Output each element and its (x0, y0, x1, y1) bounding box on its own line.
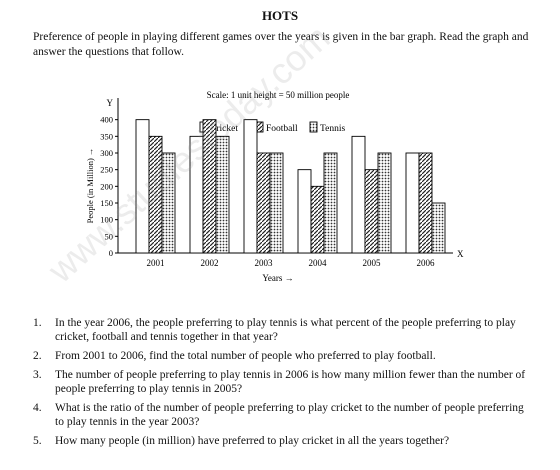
y-tick-label: 100 (100, 215, 113, 225)
y-axis-label: People (in Million) → (85, 148, 95, 224)
chart-title: Scale: 1 unit height = 50 million people (207, 90, 350, 100)
bar-chart-svg: Scale: 1 unit height = 50 million people… (85, 90, 464, 283)
y-tick-label: 0 (109, 248, 113, 258)
bar-cricket-2001 (135, 119, 150, 254)
bar-football-2001 (148, 135, 163, 254)
x-tick-label: 2004 (309, 258, 328, 268)
question-item: 2. From 2001 to 2006, find the total num… (33, 349, 533, 363)
x-axis-letter: X (457, 249, 464, 259)
x-tick-label: 2005 (363, 258, 382, 268)
x-tick-label: 2006 (417, 258, 436, 268)
bar-football-2004 (310, 185, 325, 254)
question-text: From 2001 to 2006, find the total number… (55, 350, 436, 362)
question-item: 5. How many people (in million) have pre… (33, 434, 533, 448)
intro-paragraph: Preference of people in playing differen… (33, 31, 529, 58)
bar-tennis-2005 (377, 152, 392, 254)
legend-label-football: Football (266, 124, 298, 134)
bar-football-2006 (418, 152, 433, 254)
bar-tennis-2004 (323, 152, 338, 254)
y-tick-label: 50 (105, 231, 114, 241)
question-item: 3. The number of people preferring to pl… (33, 368, 533, 396)
question-number: 4. (33, 402, 42, 414)
y-tick-label: 300 (100, 148, 113, 158)
bar-cricket-2002 (189, 135, 204, 254)
y-axis-letter: Y (107, 98, 114, 108)
question-number: 2. (33, 350, 42, 362)
bar-chart: Scale: 1 unit height = 50 million people… (78, 90, 478, 295)
question-number: 3. (33, 369, 42, 381)
question-text: How many people (in million) have prefer… (55, 435, 450, 447)
x-tick-label: 2003 (255, 258, 274, 268)
question-number: 5. (33, 435, 42, 447)
bar-tennis-2003 (269, 152, 284, 254)
y-tick-label: 400 (100, 115, 113, 125)
legend-label-cricket: Cricket (210, 124, 238, 134)
bar-football-2003 (256, 152, 271, 254)
question-item: 4. What is the ratio of the number of pe… (33, 401, 533, 429)
bar-football-2005 (364, 169, 379, 254)
y-tick-label: 350 (100, 131, 113, 141)
y-tick-label: 250 (100, 165, 113, 175)
question-text: In the year 2006, the people preferring … (55, 317, 516, 343)
y-tick-label: 200 (100, 181, 113, 191)
question-number: 1. (33, 317, 42, 329)
question-text: The number of people preferring to play … (55, 369, 526, 395)
question-item: 1. In the year 2006, the people preferri… (33, 316, 533, 344)
bar-cricket-2006 (405, 152, 420, 254)
bar-tennis-2001 (161, 152, 176, 254)
question-text: What is the ratio of the number of peopl… (55, 402, 524, 428)
legend-label-tennis: Tennis (320, 124, 345, 134)
x-tick-label: 2002 (201, 258, 219, 268)
x-tick-label: 2001 (147, 258, 165, 268)
questions-list: 1. In the year 2006, the people preferri… (33, 316, 533, 453)
y-tick-label: 150 (100, 198, 113, 208)
bar-cricket-2004 (297, 169, 312, 254)
x-axis-label: Years → (262, 273, 293, 283)
bar-tennis-2002 (215, 135, 230, 254)
bar-cricket-2005 (351, 135, 366, 254)
legend-swatch-tennis (309, 121, 318, 133)
page-heading: HOTS (261, 8, 299, 23)
bar-cricket-2003 (243, 119, 258, 254)
bar-tennis-2006 (431, 202, 446, 254)
bar-football-2002 (202, 119, 217, 254)
